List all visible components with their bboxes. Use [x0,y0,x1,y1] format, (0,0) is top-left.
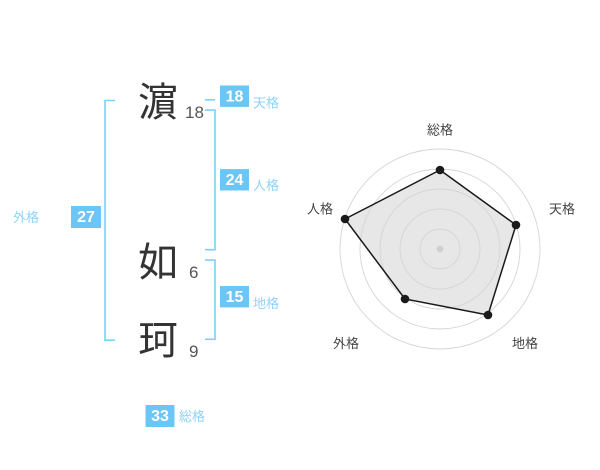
svg-text:総格: 総格 [427,120,453,139]
svg-text:如: 如 [138,230,178,288]
svg-text:24: 24 [226,172,244,189]
svg-text:9: 9 [189,342,198,361]
svg-text:地格: 地格 [253,293,279,312]
svg-text:人格: 人格 [253,175,279,194]
svg-text:天格: 天格 [549,199,575,218]
svg-text:33: 33 [151,408,169,425]
svg-text:濵: 濵 [138,70,178,128]
svg-text:18: 18 [226,89,244,106]
svg-text:総格: 総格 [179,406,205,425]
svg-text:外格: 外格 [333,333,359,352]
svg-text:15: 15 [226,289,244,306]
svg-text:27: 27 [77,209,95,226]
svg-text:6: 6 [189,263,198,282]
svg-text:天格: 天格 [253,93,279,112]
svg-text:18: 18 [185,103,204,122]
svg-text:珂: 珂 [138,308,178,366]
svg-text:地格: 地格 [512,333,538,352]
svg-text:外格: 外格 [13,207,39,226]
svg-text:人格: 人格 [307,199,333,218]
